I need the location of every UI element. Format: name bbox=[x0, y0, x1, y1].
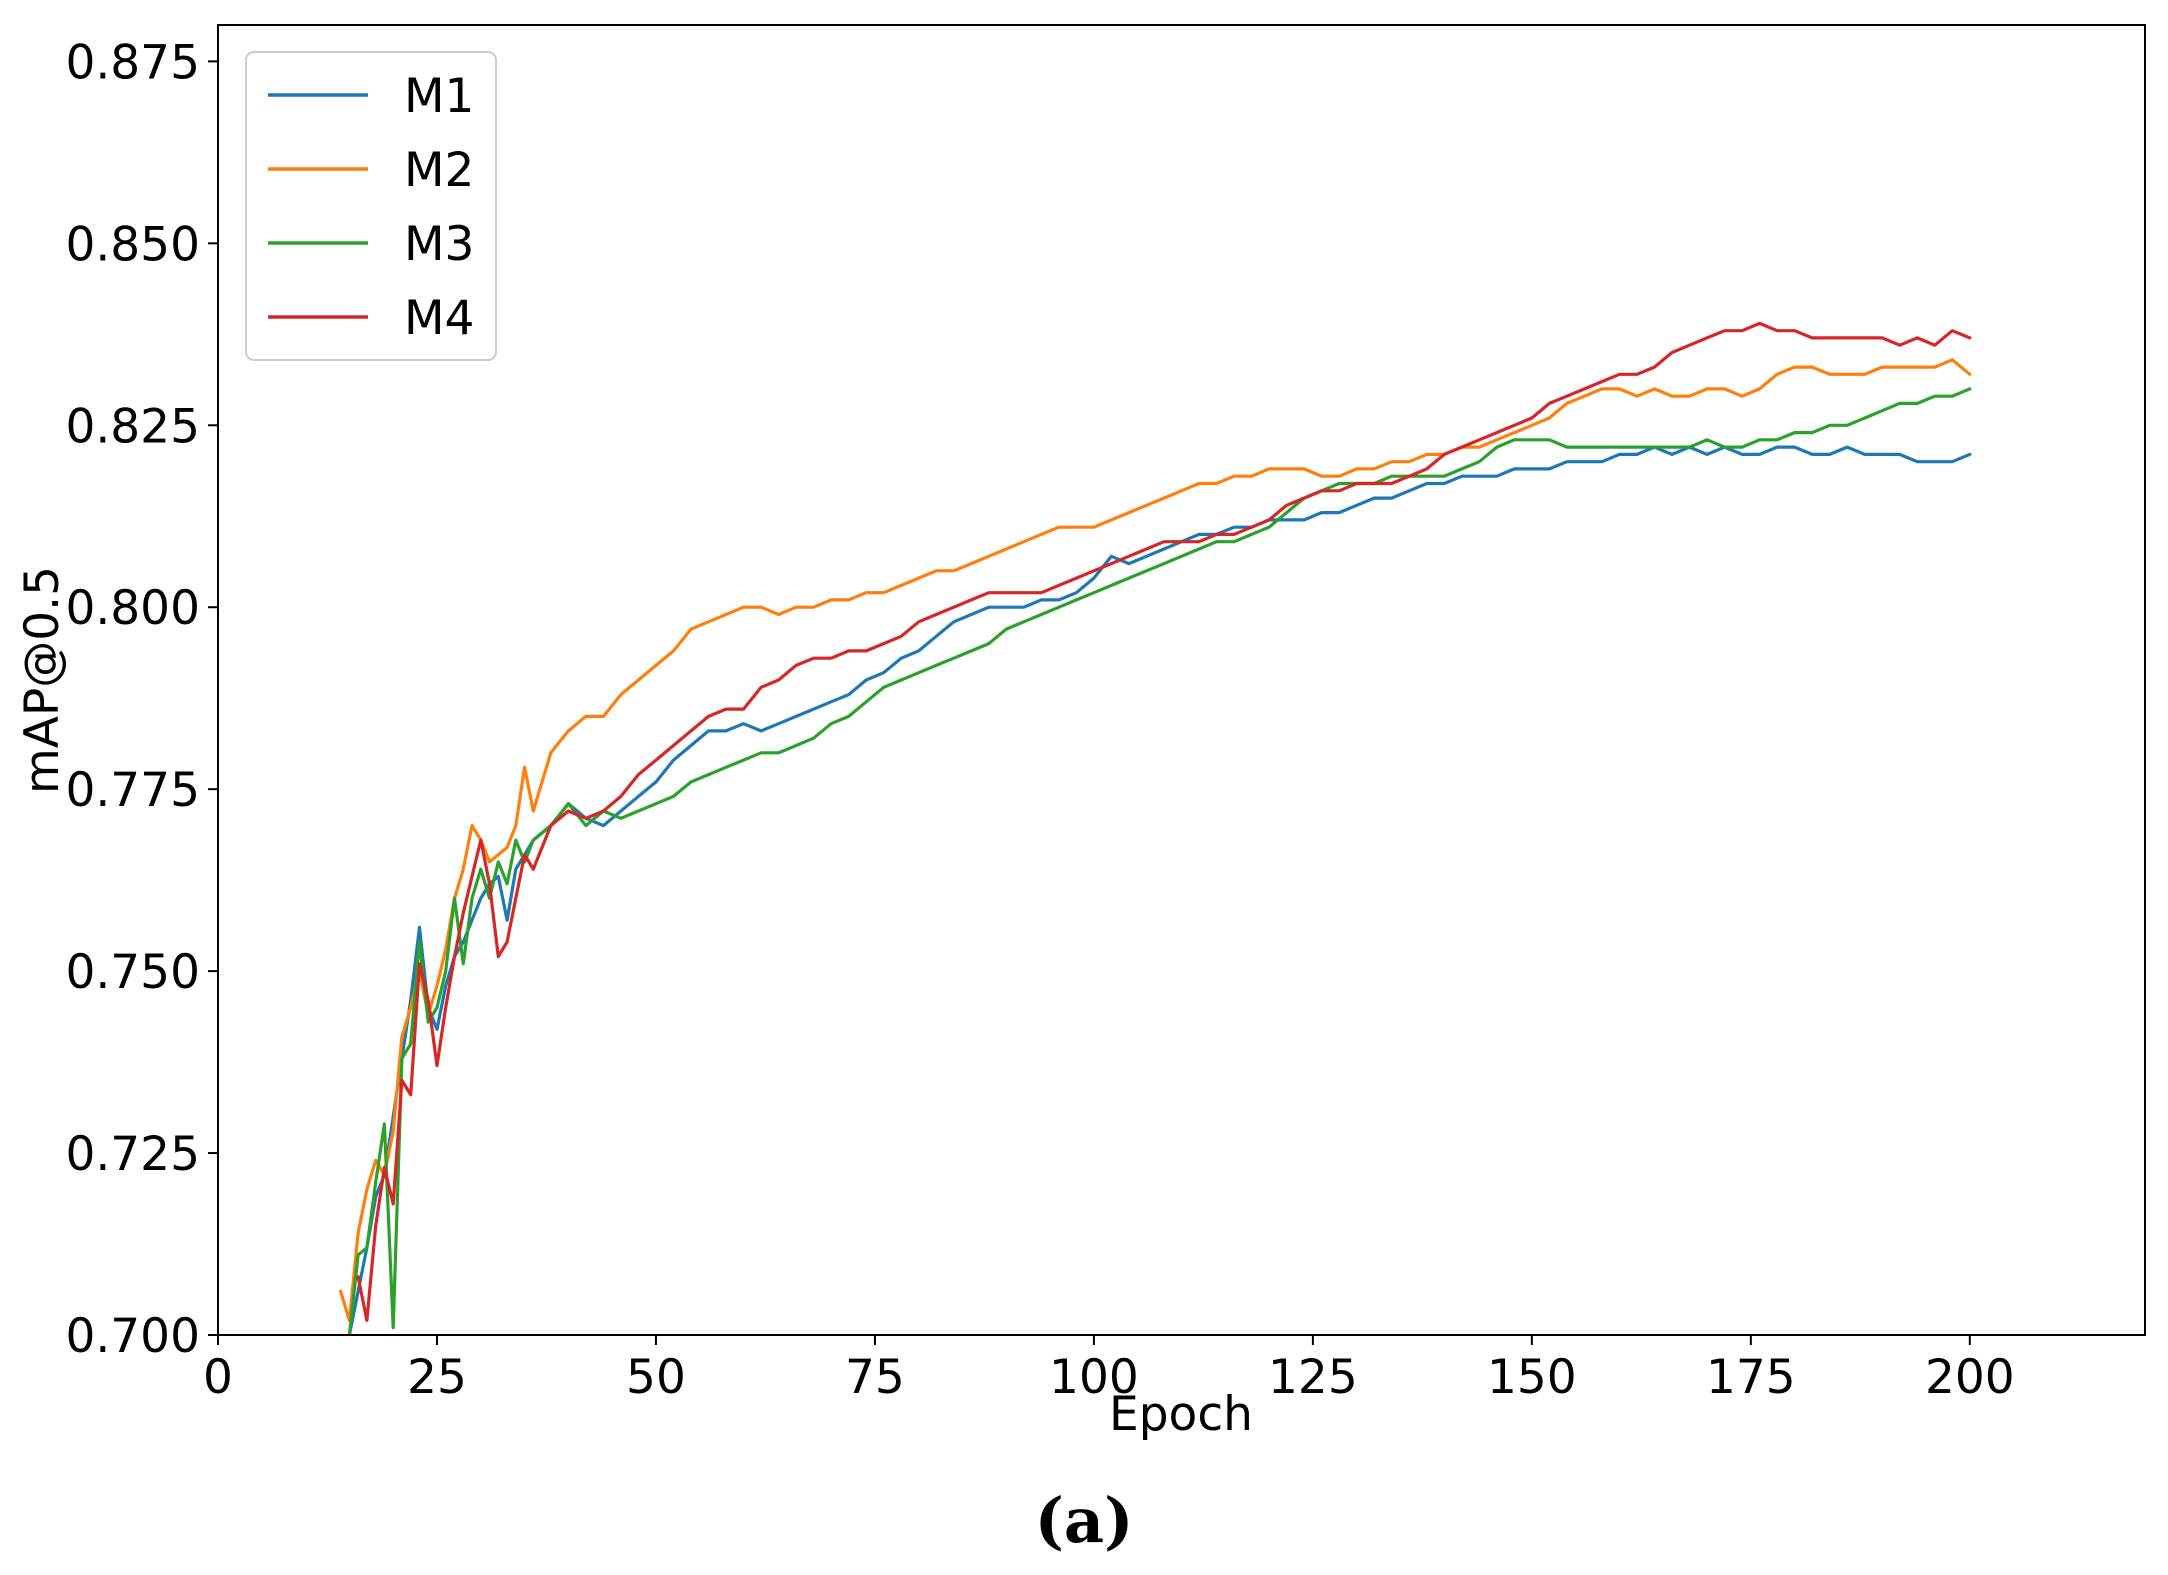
figure-caption: (a) bbox=[1035, 1484, 1134, 1557]
x-tick-label: 25 bbox=[407, 1350, 467, 1405]
series-layer bbox=[339, 321, 1972, 1335]
plot-frame bbox=[217, 24, 2146, 1336]
legend-label-m1: M1 bbox=[404, 69, 474, 124]
series-line-m4 bbox=[356, 321, 1972, 1323]
legend-box bbox=[245, 51, 497, 361]
series-line-m1 bbox=[347, 445, 1972, 1335]
y-tick-label: 0.725 bbox=[65, 1127, 200, 1182]
x-tick-label: 150 bbox=[1487, 1350, 1577, 1405]
y-tick-label: 0.750 bbox=[65, 945, 200, 1000]
legend-label-m2: M2 bbox=[404, 143, 474, 198]
legend-label-m3: M3 bbox=[404, 217, 474, 272]
legend: M1 M2 M3 M4 bbox=[245, 51, 497, 361]
x-tick-label: 100 bbox=[1049, 1350, 1139, 1405]
x-tick-label: 125 bbox=[1268, 1350, 1358, 1405]
x-tick-label: 75 bbox=[845, 1350, 905, 1405]
y-tick-label: 0.800 bbox=[65, 581, 200, 636]
y-tick-label: 0.825 bbox=[65, 399, 200, 454]
y-tick-label: 0.850 bbox=[65, 217, 200, 272]
x-tick-label: 0 bbox=[203, 1350, 233, 1405]
x-tick-label: 175 bbox=[1706, 1350, 1796, 1405]
y-axis-title: mAP@0.5 bbox=[15, 566, 70, 794]
y-tick-label: 0.700 bbox=[65, 1309, 200, 1364]
y-axis: 0.700 0.725 0.750 0.775 0.800 0.825 0.850 0.875 bbox=[65, 35, 218, 1364]
x-tick-label: 50 bbox=[626, 1350, 686, 1405]
x-axis-title: Epoch bbox=[1109, 1387, 1253, 1442]
series-line-m3 bbox=[347, 387, 1972, 1335]
legend-label-m4: M4 bbox=[404, 291, 474, 346]
x-axis: 0 25 50 75 100 125 150 175 200 bbox=[203, 1335, 2015, 1405]
y-tick-label: 0.775 bbox=[65, 763, 200, 818]
y-tick-label: 0.875 bbox=[65, 35, 200, 90]
x-tick-label: 200 bbox=[1925, 1350, 2015, 1405]
series-line-m2 bbox=[339, 358, 1972, 1323]
